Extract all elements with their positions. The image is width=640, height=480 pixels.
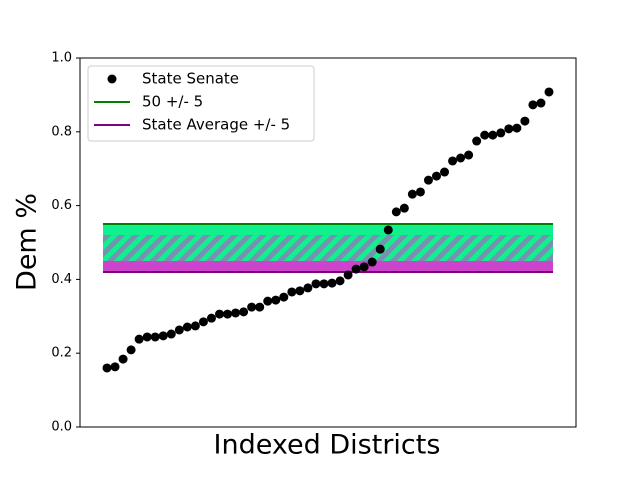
legend-box xyxy=(87,65,315,142)
data-point xyxy=(271,295,281,305)
legend-label: State Senate xyxy=(142,70,239,88)
y-axis-label: Dem % xyxy=(12,193,43,291)
data-point xyxy=(158,331,168,341)
data-point xyxy=(263,296,273,306)
data-point xyxy=(327,278,337,288)
data-point xyxy=(472,136,482,146)
data-point xyxy=(335,276,345,286)
data-point xyxy=(142,332,152,342)
data-point xyxy=(391,207,401,217)
x-axis-label: Indexed Districts xyxy=(214,430,441,461)
data-point xyxy=(383,225,393,235)
data-point xyxy=(464,150,474,160)
data-point xyxy=(319,279,329,289)
data-point xyxy=(231,308,241,318)
data-point xyxy=(223,309,233,319)
data-point xyxy=(399,203,409,213)
data-point xyxy=(351,264,361,274)
data-point xyxy=(415,187,425,197)
y-tick-label: 0.6 xyxy=(51,198,72,213)
data-point xyxy=(520,116,530,126)
data-point xyxy=(215,309,225,319)
data-point xyxy=(504,124,514,134)
data-point xyxy=(536,98,546,108)
data-point xyxy=(375,244,385,254)
data-point xyxy=(367,257,377,267)
data-point xyxy=(343,270,353,280)
data-point xyxy=(512,123,522,133)
data-point xyxy=(102,363,112,373)
data-point xyxy=(255,302,265,312)
data-point xyxy=(134,334,144,344)
data-point xyxy=(407,189,417,199)
data-point xyxy=(150,332,160,342)
data-point xyxy=(480,130,490,140)
axes-frame xyxy=(79,57,577,428)
y-tick-label: 0.4 xyxy=(51,272,72,287)
data-point xyxy=(118,354,128,364)
y-tick-label: 0.8 xyxy=(51,124,72,139)
data-point xyxy=(198,317,208,327)
data-point xyxy=(544,87,554,97)
data-point xyxy=(190,321,200,331)
y-tick-label: 0.2 xyxy=(51,346,72,361)
y-tick-label: 1.0 xyxy=(51,51,72,66)
y-tick-label: 0.0 xyxy=(51,420,72,435)
data-point xyxy=(174,325,184,335)
data-point xyxy=(311,279,321,289)
data-point xyxy=(110,362,120,372)
data-point xyxy=(359,262,369,272)
data-point xyxy=(239,307,249,317)
data-point xyxy=(166,329,176,339)
legend-label: 50 +/- 5 xyxy=(142,93,203,111)
data-point xyxy=(496,128,506,138)
data-point xyxy=(126,345,136,355)
data-point xyxy=(431,171,441,181)
data-point xyxy=(440,167,450,177)
data-point xyxy=(456,153,466,163)
data-point xyxy=(423,175,433,185)
data-point xyxy=(206,313,216,323)
data-point xyxy=(287,287,297,297)
data-point xyxy=(448,156,458,166)
band-overlap xyxy=(102,235,554,261)
data-point xyxy=(303,283,313,293)
data-point xyxy=(182,322,192,332)
data-point xyxy=(295,286,305,296)
data-point xyxy=(528,100,538,110)
legend-label: State Average +/- 5 xyxy=(142,116,290,134)
data-point xyxy=(488,130,498,140)
data-point xyxy=(247,302,257,312)
data-point xyxy=(279,292,289,302)
legend-marker xyxy=(107,74,117,84)
